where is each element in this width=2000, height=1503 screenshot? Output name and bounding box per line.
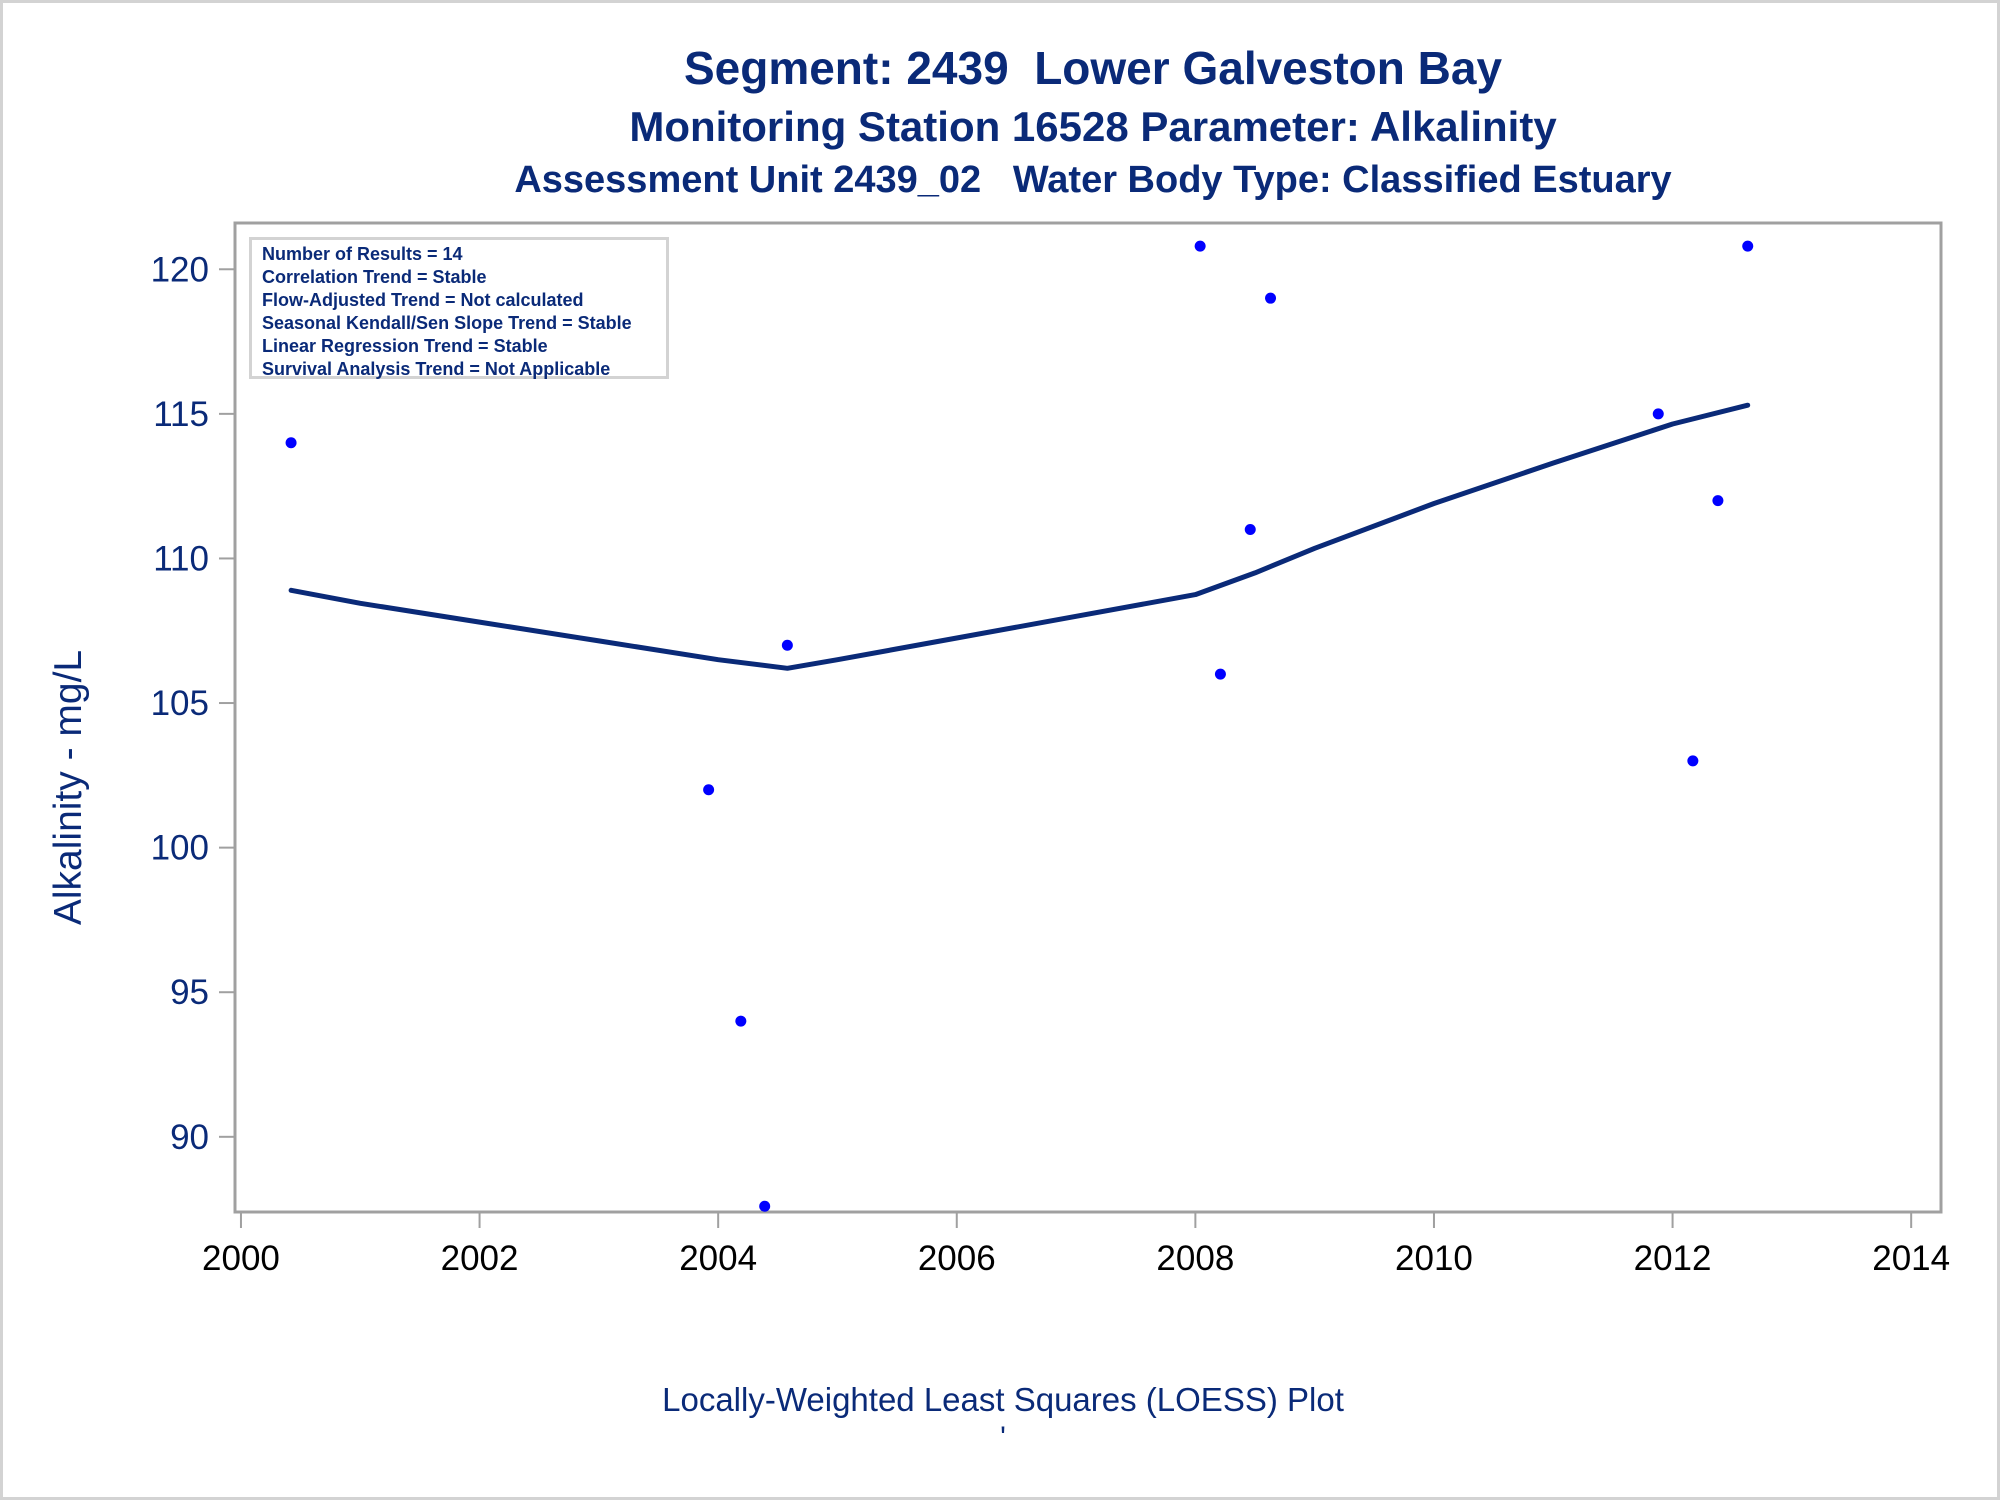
chart-title: Segment: 2439 Lower Galveston Bay bbox=[683, 42, 1503, 94]
stats-legend-box: Number of Results = 14 Correlation Trend … bbox=[249, 237, 669, 379]
stat-line: Number of Results = 14 bbox=[262, 244, 463, 264]
data-point bbox=[1687, 755, 1699, 767]
data-point bbox=[1214, 668, 1226, 680]
chart-subtitle-station: Monitoring Station 16528 Parameter: Alka… bbox=[629, 103, 1557, 150]
x-tick-label: 2014 bbox=[1872, 1239, 1950, 1278]
data-point bbox=[781, 639, 793, 651]
data-point bbox=[1712, 495, 1724, 507]
x-tick-label: 2000 bbox=[202, 1239, 280, 1278]
stat-line: Flow-Adjusted Trend = Not calculated bbox=[262, 290, 584, 310]
y-tick-label: 120 bbox=[151, 250, 209, 289]
y-tick-label: 115 bbox=[153, 395, 209, 434]
y-axis-title: Alkalinity - mg/L bbox=[47, 650, 90, 925]
y-tick-label: 100 bbox=[151, 829, 209, 868]
y-tick-label: 105 bbox=[151, 684, 209, 723]
chart-plot: 90 95 100 105 110 115 120 2000 2002 2004 2006 2008 2… bbox=[47, 221, 1950, 1278]
stat-line: Linear Regression Trend = Stable bbox=[262, 336, 548, 356]
loess-line bbox=[288, 402, 1751, 671]
footer-mark: ' bbox=[1000, 1421, 1006, 1454]
x-tick-label: 2002 bbox=[441, 1239, 519, 1278]
stat-line: Correlation Trend = Stable bbox=[262, 267, 487, 287]
x-tick-label: 2004 bbox=[679, 1239, 757, 1278]
plot-type-label: Locally-Weighted Least Squares (LOESS) P… bbox=[662, 1381, 1344, 1418]
stat-line: Seasonal Kendall/Sen Slope Trend = Stabl… bbox=[262, 313, 632, 333]
x-tick-label: 2008 bbox=[1156, 1239, 1234, 1278]
data-point bbox=[759, 1200, 771, 1212]
data-point bbox=[703, 784, 715, 796]
y-tick-label: 90 bbox=[170, 1118, 209, 1157]
x-tick-label: 2006 bbox=[918, 1239, 996, 1278]
plot-area-frame bbox=[233, 221, 1943, 1214]
data-point bbox=[1244, 524, 1256, 536]
data-point bbox=[1742, 240, 1754, 252]
data-point bbox=[285, 437, 297, 449]
data-point bbox=[1652, 408, 1664, 420]
chart-subtitle-assessment: Assessment Unit 2439_02 Water Body Type:… bbox=[514, 159, 1672, 201]
x-tick-label: 2010 bbox=[1395, 1239, 1473, 1278]
data-point bbox=[735, 1015, 747, 1027]
data-point bbox=[1265, 292, 1277, 304]
stat-line: Survival Analysis Trend = Not Applicable bbox=[262, 359, 611, 379]
y-tick-label: 95 bbox=[170, 973, 209, 1012]
data-point bbox=[1194, 240, 1206, 252]
y-tick-label: 110 bbox=[153, 539, 209, 578]
x-tick-label: 2012 bbox=[1634, 1239, 1712, 1278]
